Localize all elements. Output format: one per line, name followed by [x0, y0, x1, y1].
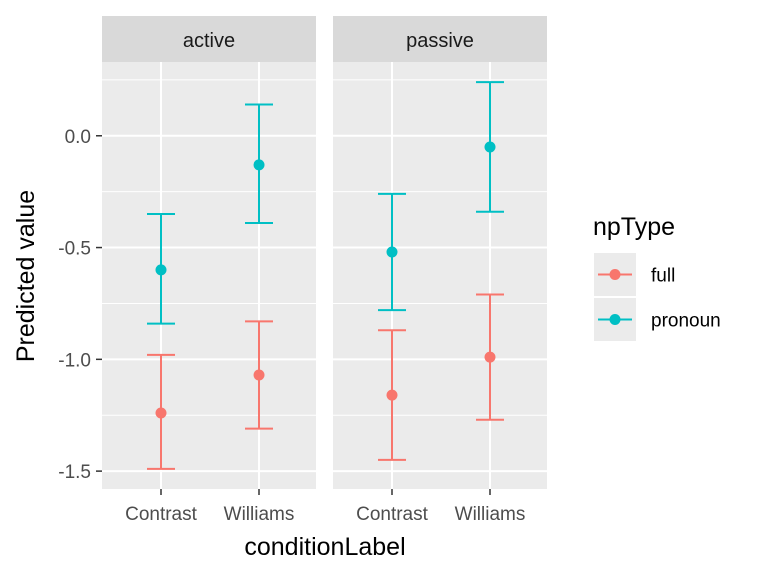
- x-tick-label: Contrast: [125, 504, 198, 525]
- legend-label-pronoun: pronoun: [651, 311, 721, 332]
- x-tick-label: Williams: [455, 504, 526, 525]
- x-axis: Contrast Williams Contrast Williams: [125, 489, 525, 525]
- strip-passive: [333, 16, 547, 62]
- point-full: [386, 389, 398, 401]
- series-pronoun: [147, 81, 504, 325]
- point-full: [484, 351, 496, 363]
- point-full: [253, 369, 265, 381]
- strip-label-passive: passive: [406, 30, 474, 52]
- series-full: [147, 293, 504, 470]
- point-pronoun: [386, 246, 398, 258]
- panels: active passive: [102, 16, 547, 489]
- strip-active: [102, 16, 316, 62]
- x-tick-label: Contrast: [356, 504, 429, 525]
- panel-active: active: [102, 16, 316, 489]
- panel-passive: passive: [333, 16, 547, 489]
- y-tick-label: -1.5: [58, 462, 91, 483]
- y-axis-title: Predicted value: [12, 190, 40, 362]
- panel-background-active: [102, 62, 316, 489]
- point-pronoun: [484, 141, 496, 153]
- point-pronoun: [253, 159, 265, 171]
- y-axis: 0.0 -0.5 -1.0 -1.5: [58, 127, 102, 483]
- legend-label-full: full: [651, 266, 675, 287]
- panel-background-passive: [333, 62, 547, 489]
- strip-label-active: active: [183, 30, 235, 52]
- y-tick-label: -1.0: [58, 350, 91, 371]
- y-tick-label: 0.0: [65, 127, 91, 148]
- point-full: [155, 407, 167, 419]
- point-pronoun: [155, 264, 167, 276]
- legend-point-pronoun: [609, 314, 621, 325]
- y-tick-label: -0.5: [58, 239, 91, 260]
- legend-title: npType: [593, 213, 675, 241]
- legend: npType full pronoun: [593, 213, 721, 341]
- x-tick-label: Williams: [224, 504, 295, 525]
- legend-point-full: [609, 269, 621, 280]
- x-axis-title: conditionLabel: [244, 533, 405, 561]
